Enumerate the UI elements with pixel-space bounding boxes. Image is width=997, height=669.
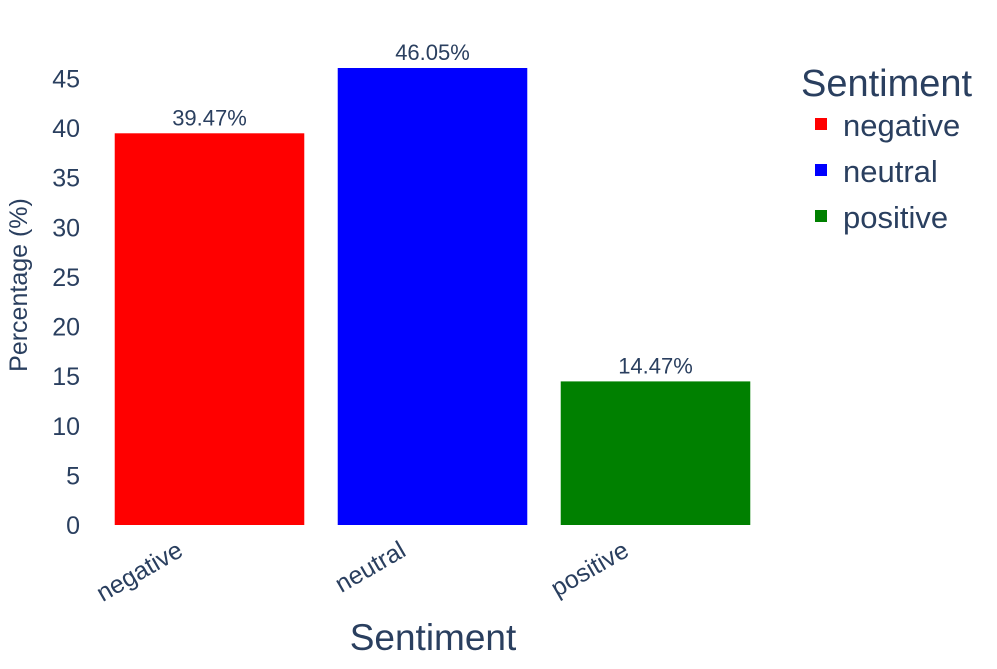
y-tick-label: 5 bbox=[66, 462, 80, 490]
data-label-positive: 14.47% bbox=[618, 353, 693, 378]
y-tick-label: 25 bbox=[52, 264, 80, 292]
y-tick-label: 40 bbox=[52, 115, 80, 143]
bar-neutral bbox=[337, 68, 528, 525]
y-tick-label: 30 bbox=[52, 214, 80, 242]
legend-items: negative neutral positive bbox=[815, 108, 960, 235]
bar-positive bbox=[560, 381, 751, 525]
data-label-neutral: 46.05% bbox=[395, 40, 470, 65]
x-axis-title: Sentiment bbox=[350, 617, 517, 658]
x-tick-label-neutral: neutral bbox=[330, 536, 410, 598]
x-axis: negative neutral positive bbox=[92, 536, 634, 608]
data-label-negative: 39.47% bbox=[172, 105, 247, 130]
y-tick-label: 35 bbox=[52, 165, 80, 193]
legend: Sentiment negative neutral positive bbox=[801, 63, 973, 235]
y-tick-label: 10 bbox=[52, 413, 80, 441]
x-tick-label-negative: negative bbox=[92, 536, 188, 608]
y-axis-title: Percentage (%) bbox=[5, 198, 33, 372]
legend-label-negative: negative bbox=[843, 108, 960, 143]
y-tick-label: 15 bbox=[52, 363, 80, 391]
y-tick-label: 0 bbox=[66, 512, 80, 540]
legend-label-neutral: neutral bbox=[843, 154, 938, 189]
legend-swatch-positive bbox=[815, 210, 827, 222]
y-tick-label: 45 bbox=[52, 65, 80, 93]
bar-negative bbox=[114, 133, 305, 525]
legend-title: Sentiment bbox=[801, 63, 973, 105]
legend-label-positive: positive bbox=[843, 200, 948, 235]
x-tick-label-positive: positive bbox=[546, 536, 633, 603]
y-tick-label: 20 bbox=[52, 314, 80, 342]
bars bbox=[114, 68, 751, 525]
data-labels: 39.47% 46.05% 14.47% bbox=[172, 40, 693, 378]
legend-swatch-neutral bbox=[815, 164, 827, 176]
legend-swatch-negative bbox=[815, 118, 827, 130]
y-axis: 0 5 10 15 20 25 30 35 40 45 bbox=[52, 65, 80, 540]
